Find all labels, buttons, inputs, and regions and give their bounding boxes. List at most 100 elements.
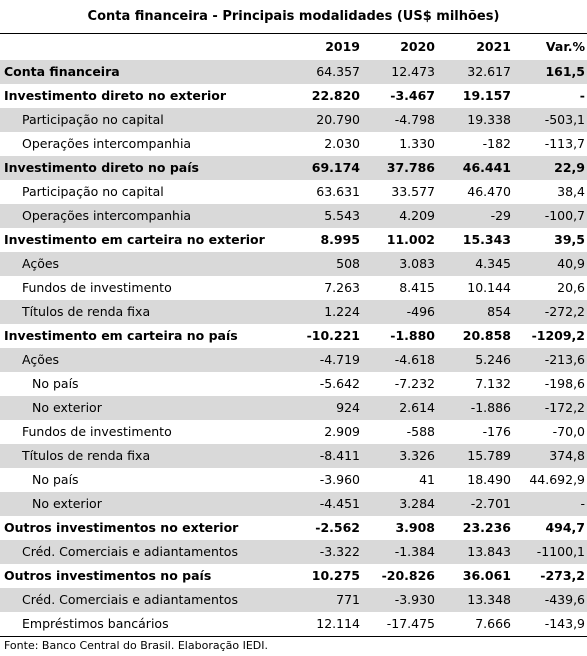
table-row: Investimento direto no país 69.174 37.786 4… bbox=[0, 156, 587, 180]
row-value: -1.880 bbox=[390, 328, 435, 343]
row-value: 3.284 bbox=[399, 496, 435, 511]
row-value: -3.322 bbox=[319, 544, 360, 559]
row-label: Investimento em carteira no exterior bbox=[4, 232, 265, 247]
table-row: No país -5.642 -7.232 7.132 -198,6 bbox=[0, 372, 587, 396]
row-value: 374,8 bbox=[549, 448, 585, 463]
row-value: -3.930 bbox=[394, 592, 435, 607]
row-value: 38,4 bbox=[557, 184, 585, 199]
row-value: 1.330 bbox=[399, 136, 435, 151]
row-value: 11.002 bbox=[386, 232, 435, 247]
row-value: 7.666 bbox=[475, 616, 511, 631]
row-value: -1100,1 bbox=[536, 544, 585, 559]
row-value: -5.642 bbox=[319, 376, 360, 391]
bottom-rule bbox=[0, 636, 587, 637]
row-value: -176 bbox=[482, 424, 511, 439]
table-row: No exterior 924 2.614 -1.886 -172,2 bbox=[0, 396, 587, 420]
row-value: -439,6 bbox=[544, 592, 585, 607]
row-value: 854 bbox=[487, 304, 511, 319]
table-row: Participação no capital 20.790 -4.798 19.33… bbox=[0, 108, 587, 132]
row-value: 7.263 bbox=[324, 280, 360, 295]
row-label: Outros investimentos no país bbox=[4, 568, 212, 583]
row-value: 63.631 bbox=[316, 184, 360, 199]
row-value: 494,7 bbox=[545, 520, 585, 535]
row-value: -503,1 bbox=[544, 112, 585, 127]
row-value: 36.061 bbox=[462, 568, 511, 583]
row-value: -10.221 bbox=[306, 328, 360, 343]
row-value: -182 bbox=[482, 136, 511, 151]
row-value: 924 bbox=[336, 400, 360, 415]
row-value: 13.348 bbox=[467, 592, 511, 607]
table-row: Títulos de renda fixa -8.411 3.326 15.789 37… bbox=[0, 444, 587, 468]
row-value: 3.326 bbox=[399, 448, 435, 463]
row-label: Ações bbox=[22, 256, 60, 271]
row-value: 7.132 bbox=[475, 376, 511, 391]
row-value: -198,6 bbox=[544, 376, 585, 391]
table-row: Fundos de investimento 2.909 -588 -176 -70,0 bbox=[0, 420, 587, 444]
table-row: Investimento direto no exterior 22.820 -3.… bbox=[0, 84, 587, 108]
row-value: 12.473 bbox=[391, 64, 435, 79]
row-value: 46.470 bbox=[467, 184, 511, 199]
row-value: 18.490 bbox=[467, 472, 511, 487]
row-value: 32.617 bbox=[467, 64, 511, 79]
row-value: -70,0 bbox=[552, 424, 585, 439]
row-label: No exterior bbox=[32, 496, 102, 511]
row-value: 20.790 bbox=[316, 112, 360, 127]
row-label: No país bbox=[32, 472, 79, 487]
row-value: 69.174 bbox=[311, 160, 360, 175]
row-value: 5.246 bbox=[475, 352, 511, 367]
row-value: -273,2 bbox=[540, 568, 585, 583]
row-value: -113,7 bbox=[544, 136, 585, 151]
table-row: Operações intercompanhia 5.543 4.209 -29 -10… bbox=[0, 204, 587, 228]
row-value: -4.451 bbox=[319, 496, 360, 511]
table-row: Investimento em carteira no exterior 8.99… bbox=[0, 228, 587, 252]
row-label: Outros investimentos no exterior bbox=[4, 520, 239, 535]
table-row: Conta financeira 64.357 12.473 32.617 161,5 bbox=[0, 60, 587, 84]
row-label: Fundos de investimento bbox=[22, 424, 172, 439]
row-value: 64.357 bbox=[316, 64, 360, 79]
table-row: Operações intercompanhia 2.030 1.330 -182 -1… bbox=[0, 132, 587, 156]
row-value: 5.543 bbox=[324, 208, 360, 223]
table-title: Conta financeira - Principais modalidade… bbox=[87, 9, 500, 24]
row-value: -213,6 bbox=[544, 352, 585, 367]
row-value: -272,2 bbox=[544, 304, 585, 319]
row-label: Empréstimos bancários bbox=[22, 616, 169, 631]
row-value: 8.995 bbox=[320, 232, 360, 247]
row-value: 4.209 bbox=[399, 208, 435, 223]
row-value: -1.886 bbox=[470, 400, 511, 415]
row-value: -100,7 bbox=[544, 208, 585, 223]
row-label: Ações bbox=[22, 352, 60, 367]
table-row: Investimento em carteira no país -10.221 -… bbox=[0, 324, 587, 348]
row-value: 2.030 bbox=[324, 136, 360, 151]
row-label: Participação no capital bbox=[22, 112, 164, 127]
table-row: Ações 508 3.083 4.345 40,9 bbox=[0, 252, 587, 276]
row-value: -172,2 bbox=[544, 400, 585, 415]
row-value: -1.384 bbox=[394, 544, 435, 559]
table-row: Fundos de investimento 7.263 8.415 10.144 20… bbox=[0, 276, 587, 300]
row-value: 19.338 bbox=[467, 112, 511, 127]
row-label: Investimento em carteira no país bbox=[4, 328, 238, 343]
row-value: -143,9 bbox=[544, 616, 585, 631]
table-row: Títulos de renda fixa 1.224 -496 854 -272,2 bbox=[0, 300, 587, 324]
row-label: Fundos de investimento bbox=[22, 280, 172, 295]
row-value: 161,5 bbox=[545, 64, 585, 79]
table-row: Outros investimentos no exterior -2.562 3.… bbox=[0, 516, 587, 540]
row-value: 20,6 bbox=[557, 280, 585, 295]
row-value: -8.411 bbox=[319, 448, 360, 463]
row-value: 44.692,9 bbox=[529, 472, 585, 487]
row-value: 3.908 bbox=[395, 520, 435, 535]
source-note: Fonte: Banco Central do Brasil. Elaboraç… bbox=[4, 639, 268, 652]
row-value: 22,9 bbox=[554, 160, 585, 175]
table-row: No exterior -4.451 3.284 -2.701 - bbox=[0, 492, 587, 516]
row-label: Participação no capital bbox=[22, 184, 164, 199]
table-row: Outros investimentos no país 10.275 -20.82… bbox=[0, 564, 587, 588]
row-value: 15.343 bbox=[462, 232, 511, 247]
row-label: Conta financeira bbox=[4, 64, 120, 79]
header-cell: Var.% bbox=[545, 39, 585, 54]
row-value: -496 bbox=[406, 304, 435, 319]
row-value: 19.157 bbox=[462, 88, 511, 103]
row-value: 40,9 bbox=[557, 256, 585, 271]
row-value: 2.909 bbox=[324, 424, 360, 439]
header-row: 2019 2020 2021 Var.% bbox=[0, 33, 587, 61]
row-value: -588 bbox=[406, 424, 435, 439]
row-value: -17.475 bbox=[386, 616, 435, 631]
